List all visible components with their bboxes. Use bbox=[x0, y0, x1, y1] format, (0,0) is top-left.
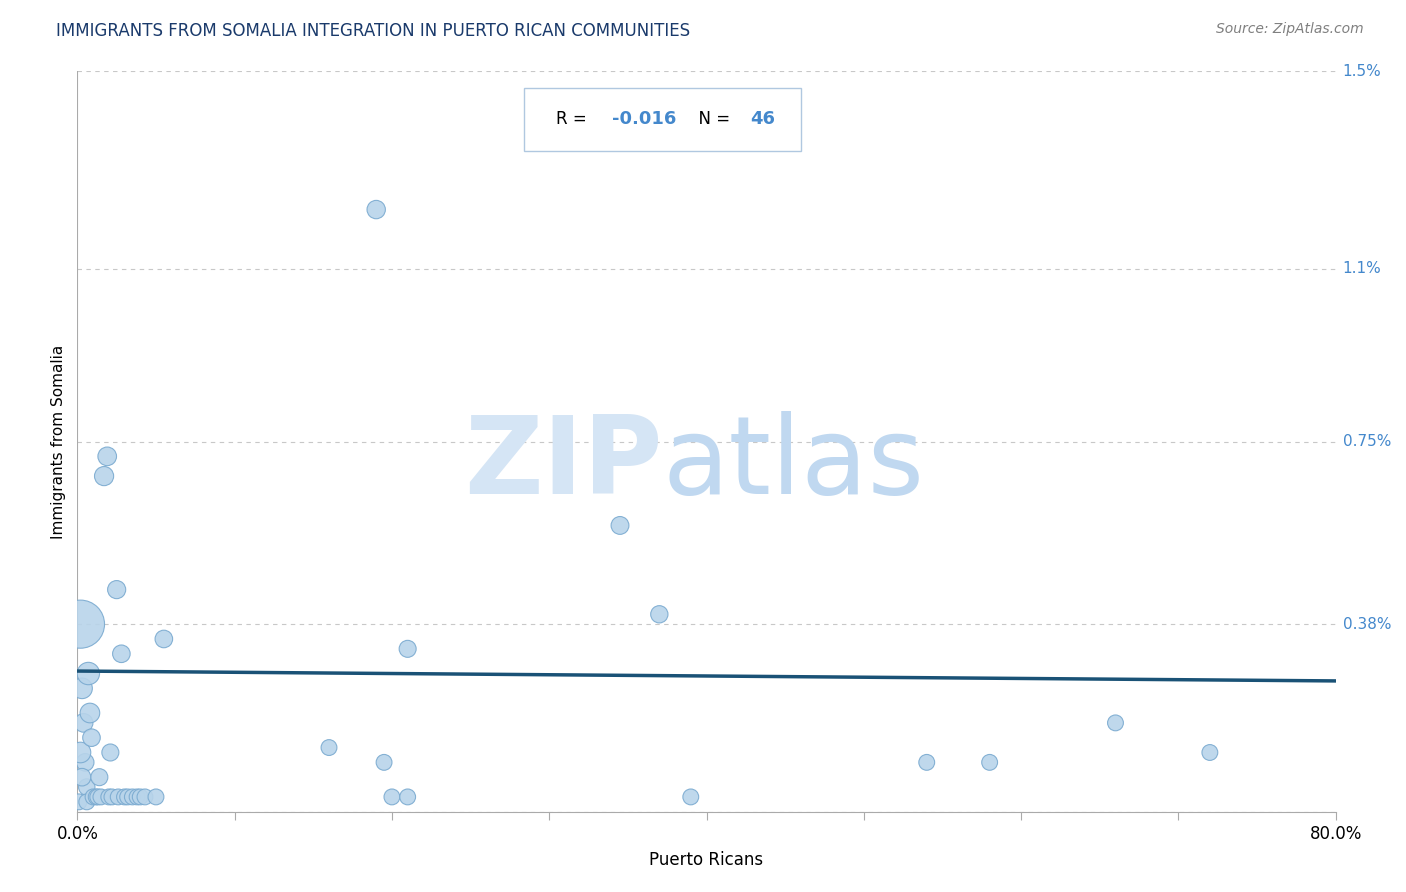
Text: atlas: atlas bbox=[662, 410, 925, 516]
Point bbox=[105, 582, 128, 597]
Point bbox=[679, 789, 702, 804]
Point bbox=[89, 770, 111, 784]
Text: 0.75%: 0.75% bbox=[1343, 434, 1391, 449]
Point bbox=[979, 756, 1001, 770]
Point bbox=[153, 632, 176, 646]
Point bbox=[121, 789, 143, 804]
Point bbox=[396, 789, 419, 804]
Point bbox=[77, 666, 100, 681]
Point bbox=[318, 740, 340, 755]
Point bbox=[134, 789, 156, 804]
Y-axis label: Immigrants from Somalia: Immigrants from Somalia bbox=[51, 344, 66, 539]
Point bbox=[69, 746, 91, 760]
Text: N =: N = bbox=[688, 111, 735, 128]
Text: 1.1%: 1.1% bbox=[1343, 261, 1382, 277]
Point bbox=[101, 789, 124, 804]
Point bbox=[75, 756, 97, 770]
Point bbox=[127, 789, 149, 804]
Point bbox=[648, 607, 671, 622]
Point bbox=[87, 789, 110, 804]
Point bbox=[396, 641, 419, 656]
Point bbox=[84, 789, 107, 804]
Point bbox=[117, 789, 139, 804]
Point bbox=[381, 789, 404, 804]
Point bbox=[67, 795, 90, 809]
Text: IMMIGRANTS FROM SOMALIA INTEGRATION IN PUERTO RICAN COMMUNITIES: IMMIGRANTS FROM SOMALIA INTEGRATION IN P… bbox=[56, 22, 690, 40]
Text: Source: ZipAtlas.com: Source: ZipAtlas.com bbox=[1216, 22, 1364, 37]
Point bbox=[129, 789, 152, 804]
Point bbox=[110, 647, 132, 661]
Point bbox=[82, 789, 104, 804]
Point bbox=[79, 706, 101, 720]
Text: -0.016: -0.016 bbox=[612, 111, 676, 128]
Point bbox=[366, 202, 388, 217]
Point bbox=[76, 780, 98, 794]
Point bbox=[1198, 746, 1220, 760]
Point bbox=[145, 789, 167, 804]
Point bbox=[90, 789, 112, 804]
Point bbox=[93, 469, 115, 483]
Point bbox=[72, 715, 94, 730]
Text: R =: R = bbox=[555, 111, 592, 128]
Point bbox=[107, 789, 129, 804]
Point bbox=[915, 756, 938, 770]
Point bbox=[98, 746, 121, 760]
Point bbox=[69, 617, 91, 632]
Point bbox=[373, 756, 395, 770]
Point bbox=[114, 789, 136, 804]
Point bbox=[70, 770, 93, 784]
Point bbox=[97, 789, 120, 804]
X-axis label: Puerto Ricans: Puerto Ricans bbox=[650, 851, 763, 869]
Point bbox=[80, 731, 103, 745]
Text: 0.38%: 0.38% bbox=[1343, 616, 1391, 632]
Point bbox=[1104, 715, 1126, 730]
Point bbox=[70, 681, 93, 696]
Point bbox=[609, 518, 631, 533]
Text: 1.5%: 1.5% bbox=[1343, 64, 1382, 78]
Point bbox=[96, 450, 118, 464]
Text: ZIP: ZIP bbox=[464, 410, 662, 516]
Point bbox=[76, 795, 98, 809]
FancyBboxPatch shape bbox=[524, 88, 801, 151]
Text: 46: 46 bbox=[751, 111, 776, 128]
